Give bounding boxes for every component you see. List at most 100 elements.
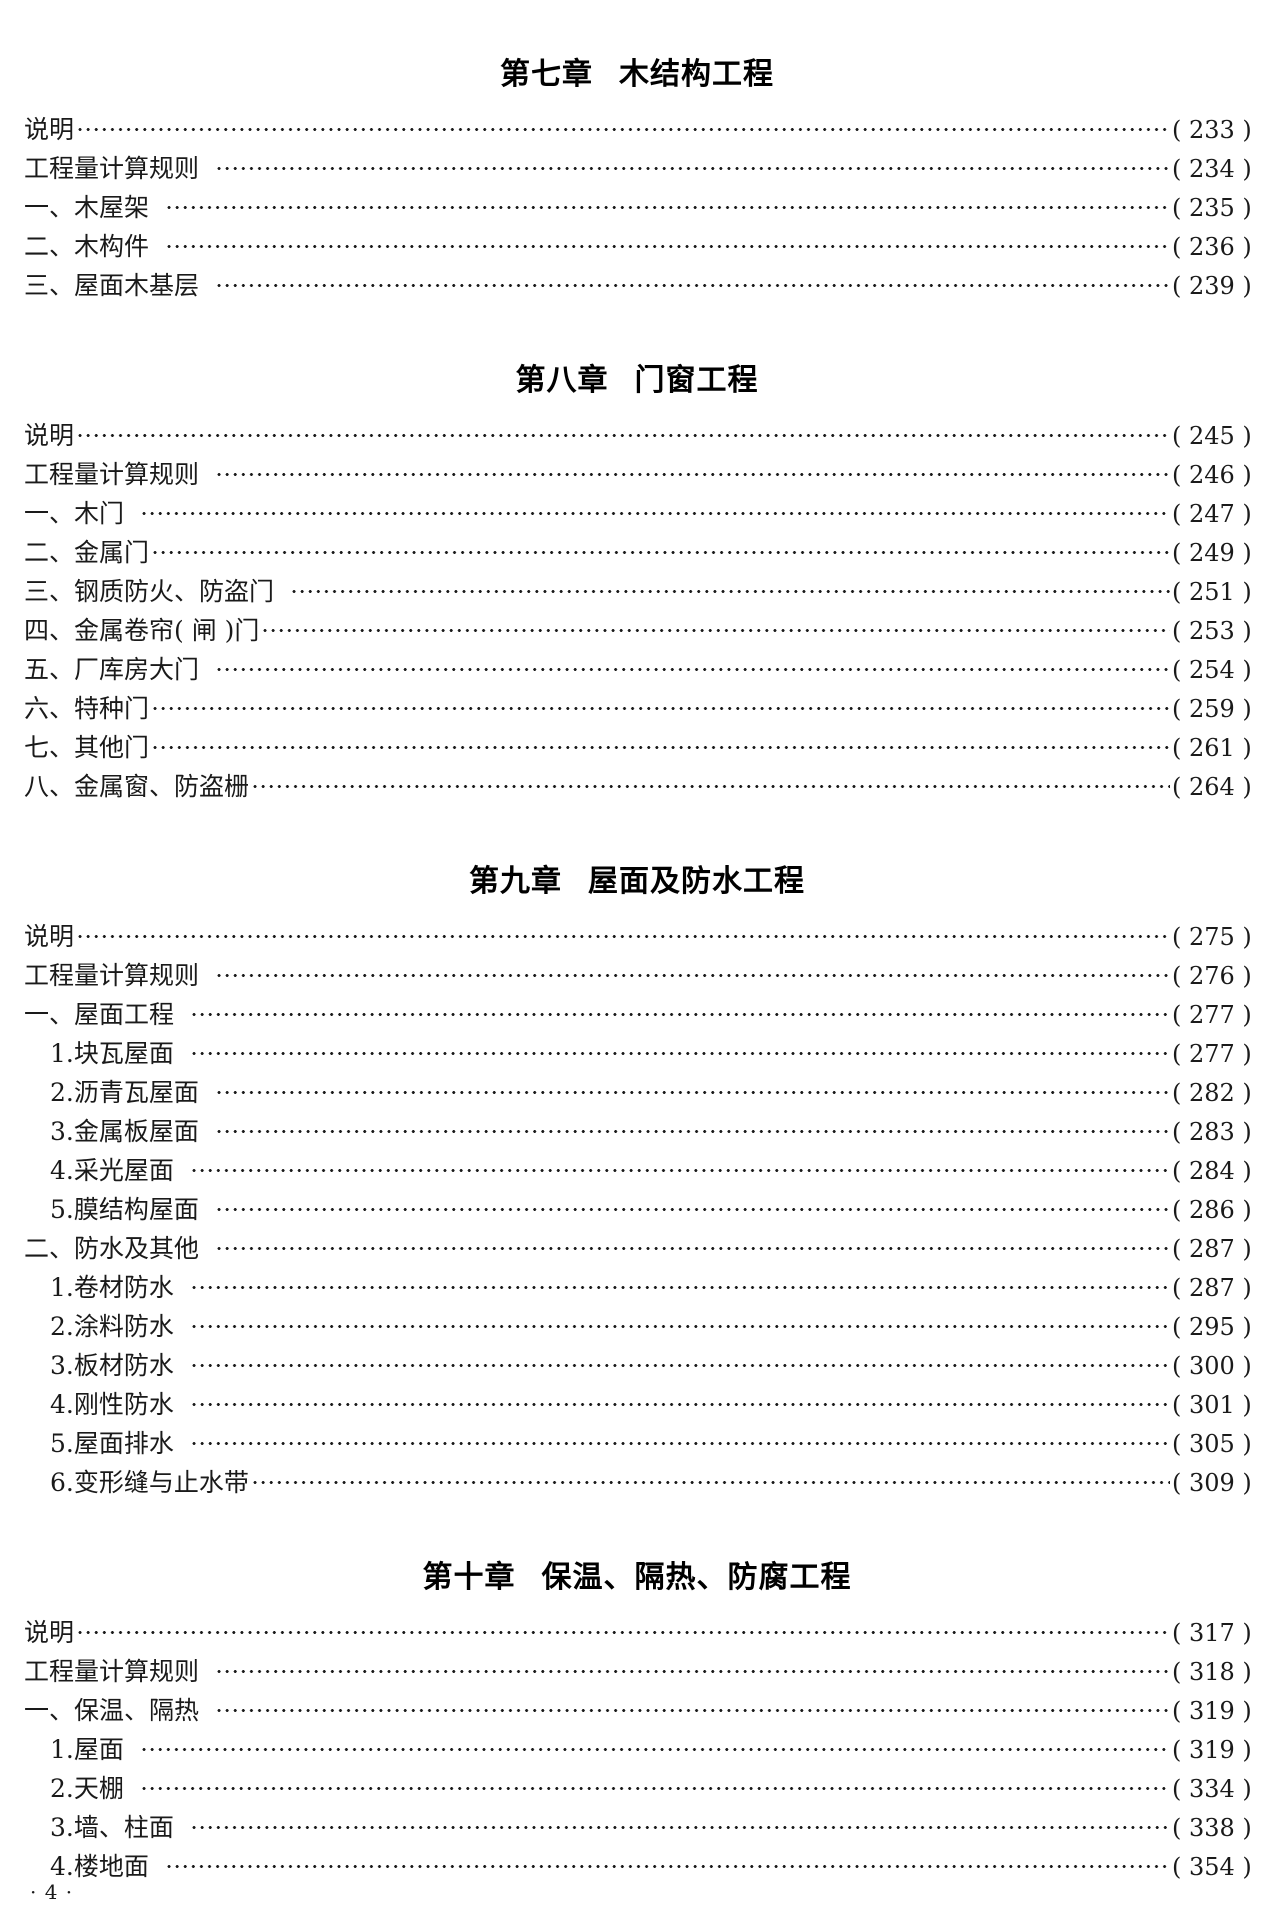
toc-entry-page-number: ( 277 ) bbox=[1172, 1001, 1252, 1029]
chapter-heading: 第七章 木结构工程 bbox=[24, 58, 1250, 91]
toc-entry[interactable]: 4.采光屋面 ( 284 ) bbox=[24, 1154, 1252, 1193]
toc-entry-label: 三、屋面木基层 bbox=[24, 271, 200, 300]
leader-dots bbox=[139, 1733, 1170, 1758]
chapter-entry-list: 说明( 275 ) 工程量计算规则( 276 ) 一、屋面工程( 277 ) 1.块瓦… bbox=[24, 920, 1252, 1505]
toc-entry[interactable]: 说明 ( 317 ) bbox=[24, 1616, 1252, 1655]
toc-entry[interactable]: 工程量计算规则 ( 234 ) bbox=[24, 152, 1252, 191]
toc-entry-label: 3.墙、柱面 bbox=[50, 1813, 174, 1842]
toc-entry[interactable]: 一、木门 ( 247 ) bbox=[24, 497, 1252, 536]
toc-entry[interactable]: 3.板材防水 ( 300 ) bbox=[24, 1349, 1252, 1388]
toc-entry[interactable]: 4.楼地面 ( 354 ) bbox=[24, 1850, 1252, 1889]
toc-entry-label: 3.金属板屋面 bbox=[50, 1117, 199, 1146]
toc-entry-label: 4.采光屋面 bbox=[50, 1156, 174, 1185]
toc-entry[interactable]: 说明 ( 245 ) bbox=[24, 419, 1252, 458]
leader-dots bbox=[165, 230, 1170, 255]
toc-entry[interactable]: 工程量计算规则 ( 246 ) bbox=[24, 458, 1252, 497]
toc-entry-label: 说明 bbox=[24, 922, 75, 951]
toc-entry-page-number: ( 305 ) bbox=[1172, 1430, 1252, 1458]
toc-entry-page-number: ( 275 ) bbox=[1172, 923, 1252, 951]
toc-entry[interactable]: 四、金属卷帘( 闸 )门 ( 253 ) bbox=[24, 614, 1252, 653]
leader-dots bbox=[189, 1310, 1170, 1335]
leader-dots bbox=[214, 1115, 1170, 1140]
toc-entry[interactable]: 5.膜结构屋面 ( 286 ) bbox=[24, 1193, 1252, 1232]
toc-entry[interactable]: 一、保温、隔热 ( 319 ) bbox=[24, 1694, 1252, 1733]
toc-entry[interactable]: 二、金属门 ( 249 ) bbox=[24, 536, 1252, 575]
toc-entry-label: 一、保温、隔热 bbox=[24, 1696, 200, 1725]
toc-entry-label: 说明 bbox=[24, 115, 75, 144]
leader-dots bbox=[215, 269, 1170, 294]
toc-entry[interactable]: 6.变形缝与止水带 ( 309 ) bbox=[24, 1466, 1252, 1505]
toc-root: 第七章 木结构工程说明 ( 233 ) 工程量计算规则 ( 234 ) 一、木屋架 ( 23… bbox=[24, 58, 1252, 1889]
toc-entry-page-number: ( 235 ) bbox=[1172, 194, 1252, 222]
toc-entry-label: 工程量计算规则 bbox=[24, 961, 200, 990]
toc-entry[interactable]: 2.涂料防水 ( 295 ) bbox=[24, 1310, 1252, 1349]
leader-dots bbox=[189, 1388, 1170, 1413]
toc-entry[interactable]: 五、厂库房大门 ( 254 ) bbox=[24, 653, 1252, 692]
toc-entry[interactable]: 3.金属板屋面 ( 283 ) bbox=[24, 1115, 1252, 1154]
toc-entry[interactable]: 3.墙、柱面 ( 338 ) bbox=[24, 1811, 1252, 1850]
leader-dots bbox=[151, 731, 1170, 756]
toc-entry-page-number: ( 245 ) bbox=[1172, 422, 1252, 450]
leader-dots bbox=[189, 1154, 1170, 1179]
toc-entry-label: 4.刚性防水 bbox=[50, 1390, 174, 1419]
toc-entry-label: 二、木构件 bbox=[24, 232, 150, 261]
toc-entry[interactable]: 1.块瓦屋面 ( 277 ) bbox=[24, 1037, 1252, 1076]
leader-dots bbox=[261, 614, 1170, 639]
toc-entry-page-number: ( 309 ) bbox=[1172, 1469, 1252, 1497]
toc-entry-page-number: ( 239 ) bbox=[1172, 272, 1252, 300]
chapter-number: 第八章 bbox=[515, 363, 609, 398]
toc-entry[interactable]: 5.屋面排水 ( 305 ) bbox=[24, 1427, 1252, 1466]
toc-entry[interactable]: 一、屋面工程 ( 277 ) bbox=[24, 998, 1252, 1037]
toc-entry-label: 2.涂料防水 bbox=[50, 1312, 174, 1341]
toc-entry-label: 工程量计算规则 bbox=[24, 460, 200, 489]
toc-entry-label: 三、钢质防火、防盗门 bbox=[24, 577, 275, 606]
toc-entry[interactable]: 七、其他门 ( 261 ) bbox=[24, 731, 1252, 770]
toc-entry[interactable]: 说明 ( 233 ) bbox=[24, 113, 1252, 152]
toc-entry-label: 1.块瓦屋面 bbox=[50, 1039, 174, 1068]
toc-entry-label: 二、防水及其他 bbox=[24, 1234, 200, 1263]
toc-entry[interactable]: 三、钢质防火、防盗门 ( 251 ) bbox=[24, 575, 1252, 614]
toc-entry-label: 1.屋面 bbox=[50, 1735, 124, 1764]
toc-entry-label: 一、木门 bbox=[24, 499, 125, 528]
toc-entry-page-number: ( 236 ) bbox=[1172, 233, 1252, 261]
toc-entry[interactable]: 2.沥青瓦屋面 ( 282 ) bbox=[24, 1076, 1252, 1115]
leader-dots bbox=[189, 1811, 1170, 1836]
toc-entry-page-number: ( 354 ) bbox=[1172, 1853, 1252, 1881]
toc-entry[interactable]: 六、特种门 ( 259 ) bbox=[24, 692, 1252, 731]
leader-dots bbox=[215, 1232, 1170, 1257]
toc-entry-page-number: ( 300 ) bbox=[1172, 1352, 1252, 1380]
leader-dots bbox=[76, 1616, 1170, 1641]
toc-entry[interactable]: 说明 ( 275 ) bbox=[24, 920, 1252, 959]
toc-entry-label: 1.卷材防水 bbox=[50, 1273, 174, 1302]
toc-entry[interactable]: 二、防水及其他 ( 287 ) bbox=[24, 1232, 1252, 1271]
leader-dots bbox=[190, 998, 1170, 1023]
toc-entry-page-number: ( 319 ) bbox=[1172, 1736, 1252, 1764]
toc-entry[interactable]: 三、屋面木基层 ( 239 ) bbox=[24, 269, 1252, 308]
toc-entry[interactable]: 工程量计算规则 ( 276 ) bbox=[24, 959, 1252, 998]
chapter-title: 门窗工程 bbox=[634, 363, 759, 398]
toc-entry[interactable]: 1.屋面 ( 319 ) bbox=[24, 1733, 1252, 1772]
toc-entry[interactable]: 八、金属窗、防盗栅 ( 264 ) bbox=[24, 770, 1252, 809]
toc-entry[interactable]: 一、木屋架 ( 235 ) bbox=[24, 191, 1252, 230]
toc-entry-label: 一、屋面工程 bbox=[24, 1000, 175, 1029]
page-number-footer: · 4 · bbox=[30, 1880, 74, 1904]
leader-dots bbox=[214, 1193, 1170, 1218]
leader-dots bbox=[164, 1850, 1170, 1875]
toc-entry-page-number: ( 246 ) bbox=[1172, 461, 1252, 489]
toc-entry[interactable]: 工程量计算规则 ( 318 ) bbox=[24, 1655, 1252, 1694]
toc-entry-label: 2.沥青瓦屋面 bbox=[50, 1078, 199, 1107]
toc-entry[interactable]: 二、木构件 ( 236 ) bbox=[24, 230, 1252, 269]
toc-entry-label: 工程量计算规则 bbox=[24, 1657, 200, 1686]
toc-entry-page-number: ( 277 ) bbox=[1172, 1040, 1252, 1068]
toc-entry-page-number: ( 254 ) bbox=[1172, 656, 1252, 684]
toc-entry-page-number: ( 247 ) bbox=[1172, 500, 1252, 528]
chapter-entry-list: 说明( 317 ) 工程量计算规则( 318 ) 一、保温、隔热( 319 ) 1.屋… bbox=[24, 1616, 1252, 1889]
toc-entry-label: 五、厂库房大门 bbox=[24, 655, 200, 684]
toc-entry[interactable]: 2.天棚 ( 334 ) bbox=[24, 1772, 1252, 1811]
toc-entry[interactable]: 1.卷材防水 ( 287 ) bbox=[24, 1271, 1252, 1310]
toc-entry-label: 3.板材防水 bbox=[50, 1351, 174, 1380]
toc-entry-page-number: ( 284 ) bbox=[1172, 1157, 1252, 1185]
leader-dots bbox=[215, 152, 1170, 177]
toc-entry[interactable]: 4.刚性防水 ( 301 ) bbox=[24, 1388, 1252, 1427]
